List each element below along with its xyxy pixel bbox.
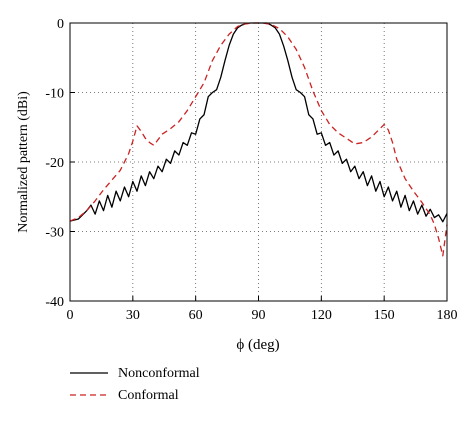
y-tick-label: -40 xyxy=(45,295,64,310)
legend-label-conformal: Conformal xyxy=(118,388,179,403)
x-tick-label: 180 xyxy=(437,308,458,323)
x-axis-label: ϕ (deg) xyxy=(236,337,279,353)
tick-labels: 0 30 60 90 120 150 180 0 -10 -20 -30 -40 xyxy=(45,17,457,323)
y-axis-label: Normalized pattern (dBi) xyxy=(16,91,31,233)
x-tick-label: 60 xyxy=(189,308,203,323)
x-tick-label: 90 xyxy=(252,308,266,323)
grid xyxy=(70,23,447,301)
y-tick-label: -20 xyxy=(45,156,64,171)
legend-label-nonconformal: Nonconformal xyxy=(118,366,200,381)
y-tick-label: 0 xyxy=(57,17,64,32)
series-line-conformal xyxy=(69,22,448,257)
y-tick-label: -10 xyxy=(45,87,64,102)
x-tick-label: 30 xyxy=(126,308,140,323)
y-tick-label: -30 xyxy=(45,226,64,241)
x-tick-label: 0 xyxy=(67,308,74,323)
legend: Nonconformal Conformal xyxy=(70,366,200,403)
x-tick-label: 120 xyxy=(311,308,332,323)
x-tick-label: 150 xyxy=(374,308,395,323)
